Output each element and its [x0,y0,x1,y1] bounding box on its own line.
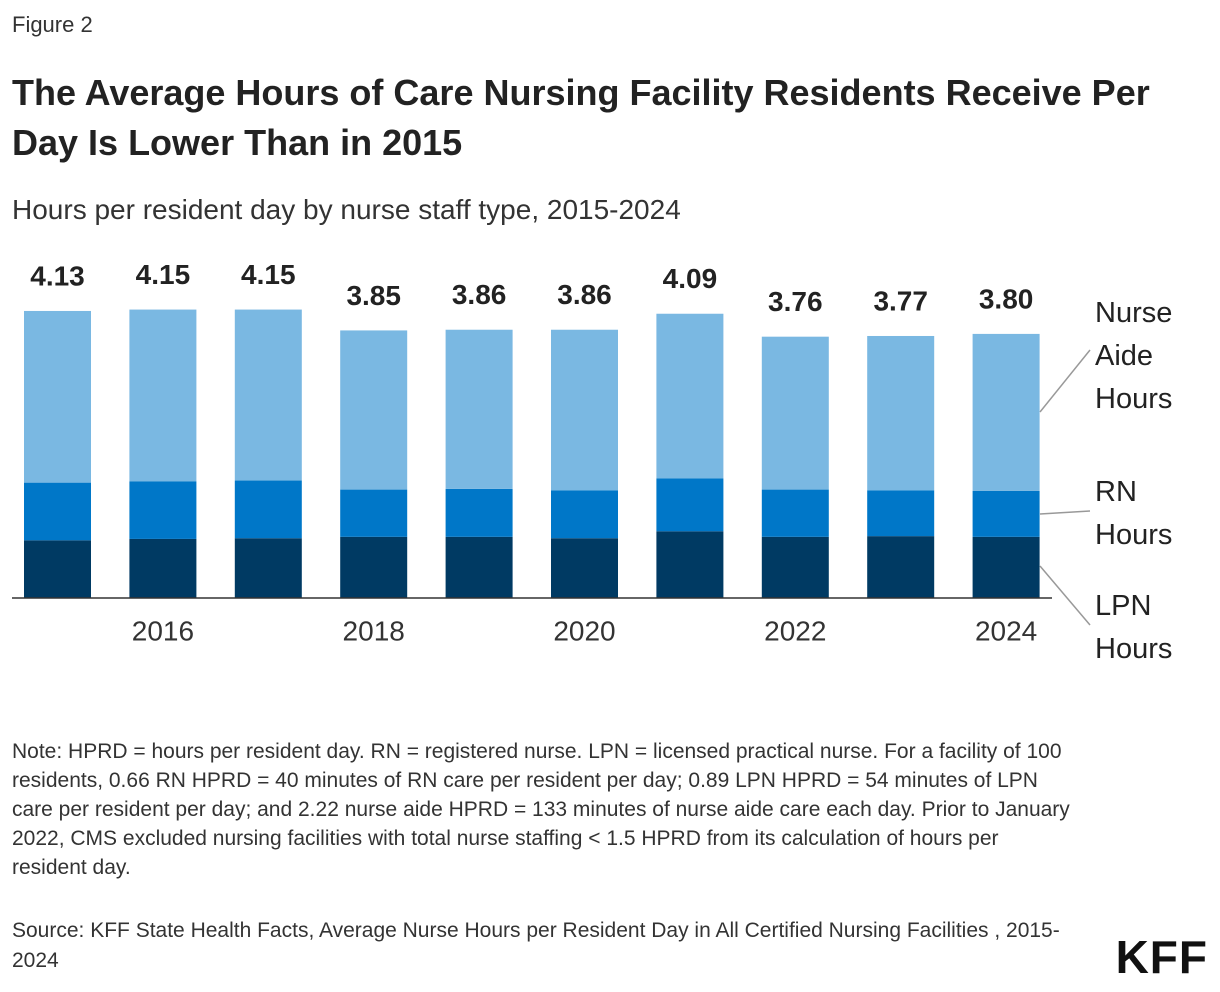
bar-segment [551,329,618,491]
bar-segment [867,536,935,598]
bar-segment [234,538,302,598]
x-tick-label: 2020 [553,615,615,646]
bar-segment [761,536,829,598]
bar-segment [445,488,513,537]
total-label: 3.86 [452,279,507,310]
bar-segment [24,482,91,541]
legend-label: LPN Hours [1095,590,1173,665]
bar-segment [867,335,935,491]
bar-segment [551,490,618,539]
bar-segment [445,536,513,598]
x-tick-label: 2016 [132,615,194,646]
bar-segment [867,490,935,537]
bar-segment [340,536,408,598]
legend-label: RN Hours [1095,476,1173,551]
note: Note: HPRD = hours per resident day. RN … [12,740,1070,879]
total-label: 4.15 [136,259,191,290]
bar-segment [234,480,302,539]
bar-segment [129,538,197,598]
total-label: 3.86 [557,279,612,310]
x-tick-label: 2018 [343,615,405,646]
bar-segment [972,490,1040,537]
bar-segment [24,310,91,483]
bar-segment [656,478,724,532]
total-label: 3.77 [873,285,928,316]
chart: 4.13 4.15 2016 4.15 3.85 2018 3.86 3.86 2020 4.09… [12,259,1091,646]
bar-segment [445,329,513,489]
chart-subtitle: Hours per resident day by nurse staff ty… [12,194,681,225]
source: Source: KFF State Health Facts, Average … [12,919,1060,972]
bar-segment [761,489,829,537]
bar-segment [129,481,197,539]
total-label: 4.15 [241,259,296,290]
bar-segment [234,309,302,481]
total-label: 4.13 [30,260,85,291]
bar-segment [551,538,618,598]
legend-connector [1039,565,1091,626]
chart-title: The Average Hours of Care Nursing Facili… [12,72,1150,163]
legend-connector [1039,349,1091,413]
bar-segment [24,540,91,598]
bar-segment [129,309,197,482]
logo: KFF [1115,931,1208,983]
total-label: 3.85 [346,280,401,311]
bar-segment [761,336,829,490]
bar-segment [972,333,1040,491]
total-label: 4.09 [663,263,718,294]
figure-label: Figure 2 [12,12,93,37]
total-label: 3.76 [768,286,823,317]
legend-label: Nurse Aide Hours [1095,297,1173,415]
bar-segment [656,531,724,598]
legend-connector [1039,510,1091,515]
bar-segment [656,313,724,479]
bar-segment [340,489,408,537]
total-label: 3.80 [979,283,1034,314]
bar-segment [972,536,1040,598]
x-tick-label: 2024 [975,615,1037,646]
x-tick-label: 2022 [764,615,826,646]
bar-segment [340,330,408,490]
